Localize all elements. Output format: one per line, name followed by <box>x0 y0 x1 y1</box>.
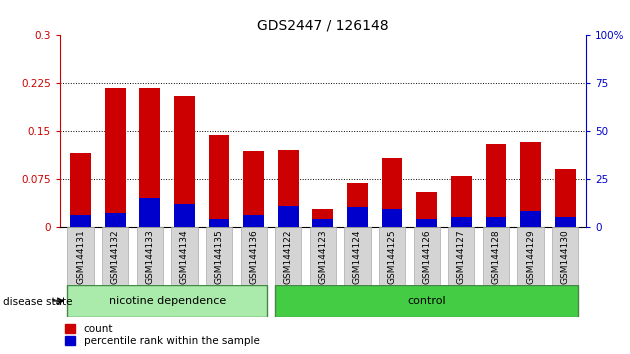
Text: GSM144131: GSM144131 <box>76 229 85 284</box>
Text: GSM144130: GSM144130 <box>561 229 570 284</box>
Bar <box>312 209 333 227</box>
Legend: count, percentile rank within the sample: count, percentile rank within the sample <box>65 324 260 347</box>
Text: control: control <box>408 296 446 306</box>
Bar <box>520 211 541 227</box>
FancyBboxPatch shape <box>275 285 578 317</box>
Text: GSM144133: GSM144133 <box>146 229 154 284</box>
Bar <box>347 207 368 227</box>
Bar <box>105 88 125 227</box>
Bar <box>416 192 437 227</box>
Text: GSM144134: GSM144134 <box>180 229 189 284</box>
FancyBboxPatch shape <box>483 227 509 285</box>
FancyBboxPatch shape <box>241 227 267 285</box>
Bar <box>243 152 264 227</box>
Text: GSM144135: GSM144135 <box>215 229 224 284</box>
Bar <box>209 219 229 227</box>
Bar <box>278 150 299 227</box>
Bar <box>382 209 403 227</box>
Text: nicotine dependence: nicotine dependence <box>108 296 226 306</box>
Text: GSM144124: GSM144124 <box>353 229 362 284</box>
FancyBboxPatch shape <box>67 285 267 317</box>
Bar <box>174 204 195 227</box>
Bar <box>174 96 195 227</box>
Text: GSM144129: GSM144129 <box>526 229 535 284</box>
Title: GDS2447 / 126148: GDS2447 / 126148 <box>257 19 389 33</box>
FancyBboxPatch shape <box>171 227 198 285</box>
Text: GSM144132: GSM144132 <box>111 229 120 284</box>
Bar <box>451 176 472 227</box>
FancyBboxPatch shape <box>102 227 129 285</box>
Text: GSM144128: GSM144128 <box>491 229 500 284</box>
Bar <box>555 217 576 227</box>
Bar <box>416 219 437 227</box>
FancyBboxPatch shape <box>379 227 405 285</box>
Bar <box>451 217 472 227</box>
Bar <box>209 136 229 227</box>
Bar <box>312 219 333 227</box>
Text: GSM144122: GSM144122 <box>284 229 293 284</box>
Bar <box>382 158 403 227</box>
Text: GSM144136: GSM144136 <box>249 229 258 284</box>
Bar <box>70 153 91 227</box>
FancyBboxPatch shape <box>448 227 474 285</box>
FancyBboxPatch shape <box>206 227 232 285</box>
Text: GSM144126: GSM144126 <box>422 229 431 284</box>
Bar <box>486 217 507 227</box>
Bar <box>105 213 125 227</box>
Bar <box>139 88 160 227</box>
FancyBboxPatch shape <box>137 227 163 285</box>
Bar <box>70 215 91 227</box>
Bar <box>139 198 160 227</box>
Bar <box>243 215 264 227</box>
Bar <box>555 169 576 227</box>
Text: GSM144125: GSM144125 <box>387 229 397 284</box>
FancyBboxPatch shape <box>310 227 336 285</box>
FancyBboxPatch shape <box>413 227 440 285</box>
Text: disease state: disease state <box>3 297 72 307</box>
Bar <box>347 183 368 227</box>
FancyBboxPatch shape <box>345 227 370 285</box>
Text: GSM144123: GSM144123 <box>318 229 328 284</box>
Bar <box>520 142 541 227</box>
Bar <box>278 206 299 227</box>
FancyBboxPatch shape <box>517 227 544 285</box>
FancyBboxPatch shape <box>275 227 301 285</box>
Text: GSM144127: GSM144127 <box>457 229 466 284</box>
FancyBboxPatch shape <box>67 227 94 285</box>
Bar <box>486 144 507 227</box>
FancyBboxPatch shape <box>552 227 578 285</box>
